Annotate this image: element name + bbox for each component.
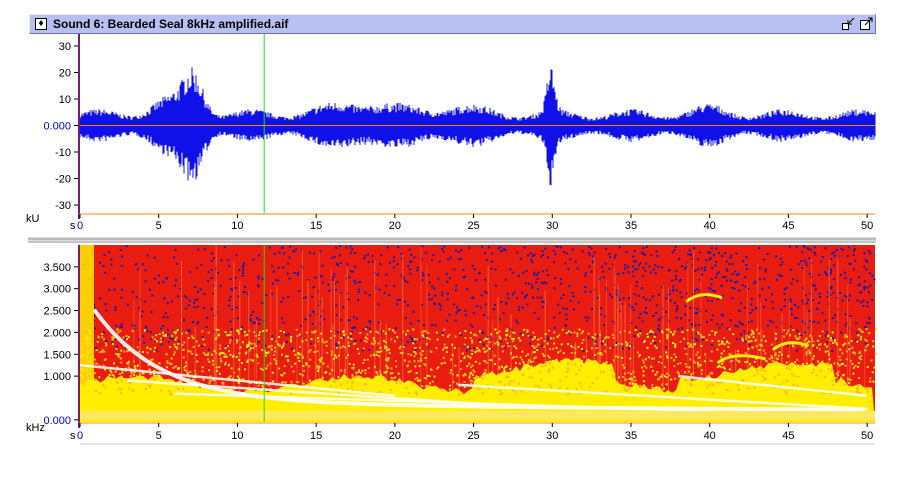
waveform-time-unit-label: s: [70, 220, 76, 232]
sound-file-icon[interactable]: ♦: [35, 18, 47, 30]
spectrogram-time-unit-label: s: [70, 430, 76, 442]
time-tick-label: 25: [467, 220, 479, 232]
time-tick-label: 25: [467, 430, 479, 442]
time-tick-label: 0: [77, 430, 83, 442]
shrink-icon[interactable]: [842, 17, 855, 30]
frequency-tick-label: 1.000: [43, 371, 71, 383]
amplitude-tick-label: 10: [59, 94, 71, 106]
time-tick-label: 0: [77, 220, 83, 232]
time-tick-label: 40: [704, 220, 716, 232]
time-tick-label: 15: [310, 430, 322, 442]
window-title: Sound 6: Bearded Seal 8kHz amplified.aif: [53, 17, 289, 31]
time-tick-label: 35: [625, 430, 637, 442]
frequency-tick-label: 1.500: [43, 349, 71, 361]
amplitude-tick-label: -30: [55, 200, 71, 212]
amplitude-tick-label: 20: [59, 67, 71, 79]
amplitude-tick-label: -10: [55, 147, 71, 159]
frequency-tick-label: 3.000: [43, 284, 71, 296]
time-tick-label: 15: [310, 220, 322, 232]
time-tick-label: 10: [231, 430, 243, 442]
time-tick-label: 35: [625, 220, 637, 232]
frequency-tick-label: 0.000: [43, 415, 71, 427]
expand-icon[interactable]: [860, 17, 873, 30]
time-tick-label: 50: [861, 220, 873, 232]
waveform-unit-label: kU: [26, 213, 40, 225]
waveform-panel[interactable]: 30 20 10 0.000 -10 -20 -30 0 5 10 15 20 25 30 35 40 45 5…: [0, 34, 900, 234]
amplitude-tick-label: -20: [55, 174, 71, 186]
time-tick-label: 45: [782, 430, 794, 442]
spectrogram-panel[interactable]: 3.500 3.000 2.500 2.000 1.500 1.000 0.000 0 5 10…: [0, 236, 900, 450]
time-tick-label: 30: [546, 220, 558, 232]
frequency-tick-label: 3.500: [43, 262, 71, 274]
window-title-bar[interactable]: ♦ Sound 6: Bearded Seal 8kHz amplified.a…: [29, 14, 876, 34]
spectrogram-image: [79, 245, 877, 422]
frequency-tick-label: 2.500: [43, 306, 71, 318]
time-tick-label: 10: [231, 220, 243, 232]
time-tick-label: 5: [156, 220, 162, 232]
spectrogram-time-axis: 0 5 10 15 20 25 30 35 40 45 50: [77, 422, 875, 445]
amplitude-tick-label: 0.000: [43, 121, 71, 133]
waveform-amplitude-axis: 30 20 10 0.000 -10 -20 -30: [43, 34, 80, 219]
time-tick-label: 20: [389, 220, 401, 232]
time-tick-label: 40: [704, 430, 716, 442]
time-tick-label: 50: [861, 430, 873, 442]
time-tick-label: 30: [546, 430, 558, 442]
time-tick-label: 20: [389, 430, 401, 442]
frequency-axis: 3.500 3.000 2.500 2.000 1.500 1.000 0.000: [43, 245, 80, 428]
time-tick-label: 45: [782, 220, 794, 232]
frequency-unit-label: kHz: [26, 422, 45, 434]
time-tick-label: 5: [156, 430, 162, 442]
waveform-time-axis: 0 5 10 15 20 25 30 35 40 45 50: [77, 213, 875, 232]
amplitude-tick-label: 30: [59, 41, 71, 53]
frequency-tick-label: 2.000: [43, 327, 71, 339]
